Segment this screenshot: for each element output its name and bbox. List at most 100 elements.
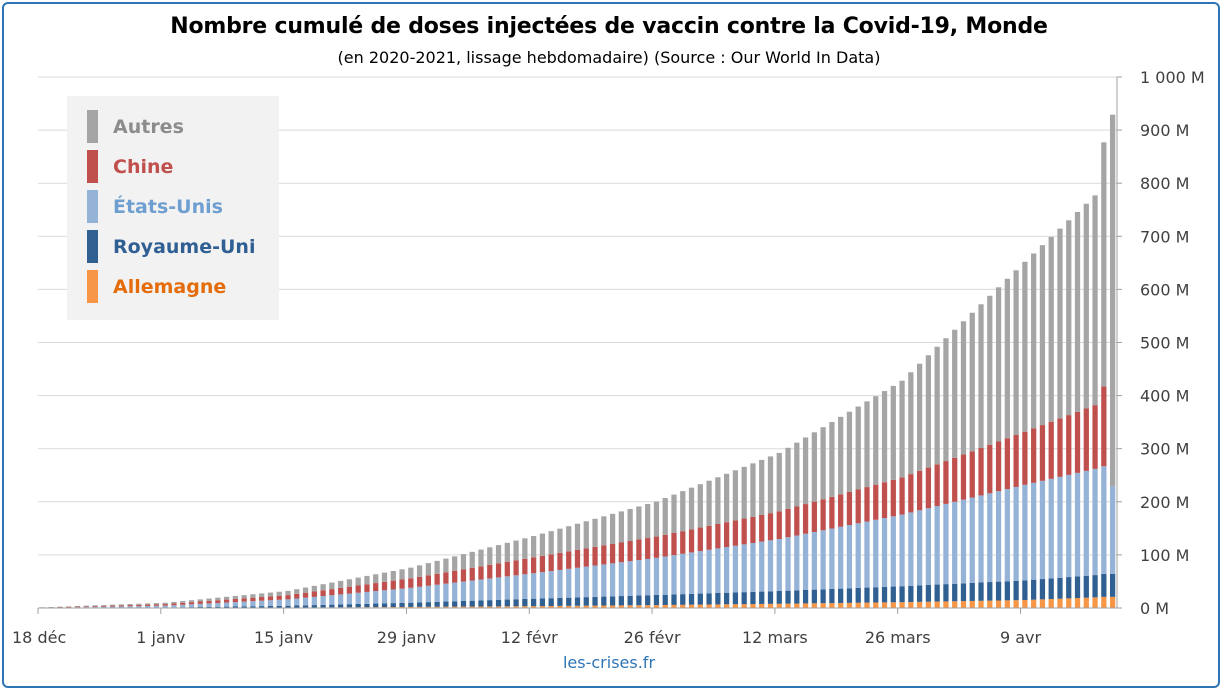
legend-swatch-autres <box>87 110 98 143</box>
bar-royaume-uni <box>645 595 651 606</box>
bar-royaume-uni <box>1048 578 1054 600</box>
bar-etats-unis <box>294 598 300 606</box>
bar-royaume-uni <box>1092 575 1098 598</box>
bar-royaume-uni <box>276 605 282 608</box>
bar-allemagne <box>820 603 826 608</box>
bar-autres <box>1101 142 1107 387</box>
bar-royaume-uni <box>697 593 703 605</box>
bar-allemagne <box>925 601 932 608</box>
bar-chine <box>74 606 81 608</box>
bar-etats-unis <box>539 572 546 599</box>
bar-chine <box>618 542 624 563</box>
bar-autres <box>881 391 888 483</box>
bar-chine <box>934 464 940 507</box>
bar-royaume-uni <box>881 586 888 603</box>
bar-allemagne <box>399 606 405 608</box>
bar-chine <box>460 569 467 582</box>
bar-autres <box>636 506 642 540</box>
bar-royaume-uni <box>469 600 475 607</box>
bar-chine <box>1013 434 1019 487</box>
bar-autres <box>557 528 563 553</box>
bar-chine <box>574 549 581 568</box>
bar-royaume-uni <box>215 606 221 608</box>
bar-royaume-uni <box>1004 581 1010 601</box>
bar-autres <box>873 396 879 485</box>
bar-royaume-uni <box>952 583 958 602</box>
bar-chine <box>487 564 493 579</box>
bar-autres <box>232 595 239 599</box>
bar-autres <box>899 380 905 478</box>
bar-royaume-uni <box>241 606 247 608</box>
bar-chine <box>697 527 703 552</box>
bar-allemagne <box>627 605 633 608</box>
bar-autres <box>425 563 431 576</box>
bar-etats-unis <box>741 544 747 593</box>
bar-chine <box>680 531 686 554</box>
bar-royaume-uni <box>399 602 405 607</box>
bar-etats-unis <box>908 512 914 586</box>
bar-autres <box>197 599 203 602</box>
bar-chine <box>381 581 388 591</box>
bar-etats-unis <box>697 551 703 594</box>
legend-label-allemagne: Allemagne <box>113 276 226 298</box>
bar-allemagne <box>908 602 914 608</box>
bar-royaume-uni <box>1039 579 1046 600</box>
bar-chine <box>373 583 379 592</box>
bar-chine <box>416 576 423 587</box>
bar-royaume-uni <box>662 594 668 605</box>
bar-royaume-uni <box>364 603 370 608</box>
bar-allemagne <box>1004 600 1010 608</box>
bar-chine <box>776 511 782 539</box>
bar-royaume-uni <box>452 601 458 607</box>
bar-etats-unis <box>566 568 572 598</box>
bar-autres <box>645 504 651 539</box>
bar-chine <box>838 494 844 527</box>
bar-etats-unis <box>469 580 475 601</box>
bar-autres <box>180 601 186 603</box>
bar-royaume-uni <box>539 598 546 607</box>
bar-autres <box>592 518 598 547</box>
bar-allemagne <box>873 602 879 608</box>
bar-etats-unis <box>574 567 581 598</box>
bar-royaume-uni <box>899 586 905 603</box>
bar-royaume-uni <box>522 598 528 607</box>
bar-allemagne <box>732 604 739 608</box>
bar-royaume-uni <box>504 599 510 607</box>
bar-allemagne <box>566 605 572 608</box>
bar-autres <box>724 473 730 523</box>
bar-etats-unis <box>320 596 326 605</box>
bar-allemagne <box>1092 597 1098 608</box>
bar-etats-unis <box>829 528 835 589</box>
bar-allemagne <box>609 605 616 608</box>
bar-allemagne <box>434 606 440 608</box>
bar-chine <box>522 558 528 575</box>
bar-chine <box>109 605 116 607</box>
bar-etats-unis <box>1066 474 1072 578</box>
bar-autres <box>759 459 765 515</box>
bar-autres <box>767 456 774 514</box>
bar-chine <box>601 545 607 565</box>
bar-chine <box>802 504 809 534</box>
bar-etats-unis <box>811 531 817 590</box>
bar-autres <box>1039 245 1046 426</box>
bar-royaume-uni <box>285 605 291 608</box>
y-tick-label: 100 M <box>1140 546 1189 565</box>
bar-etats-unis <box>715 548 721 593</box>
bar-allemagne <box>1083 597 1089 608</box>
bar-royaume-uni <box>724 592 730 605</box>
bar-chine <box>320 590 326 597</box>
bar-etats-unis <box>846 525 853 589</box>
bar-etats-unis <box>776 538 782 592</box>
bar-chine <box>627 541 633 562</box>
bar-royaume-uni <box>574 597 581 606</box>
bar-royaume-uni <box>197 607 203 608</box>
bar-etats-unis <box>416 586 423 603</box>
bar-chine <box>829 496 835 529</box>
bar-chine <box>995 441 1002 492</box>
bar-chine <box>1083 408 1089 471</box>
bar-etats-unis <box>1039 480 1046 580</box>
bar-etats-unis <box>583 566 589 598</box>
bar-etats-unis <box>285 599 291 606</box>
bar-autres <box>478 549 484 567</box>
bar-allemagne <box>864 602 870 608</box>
